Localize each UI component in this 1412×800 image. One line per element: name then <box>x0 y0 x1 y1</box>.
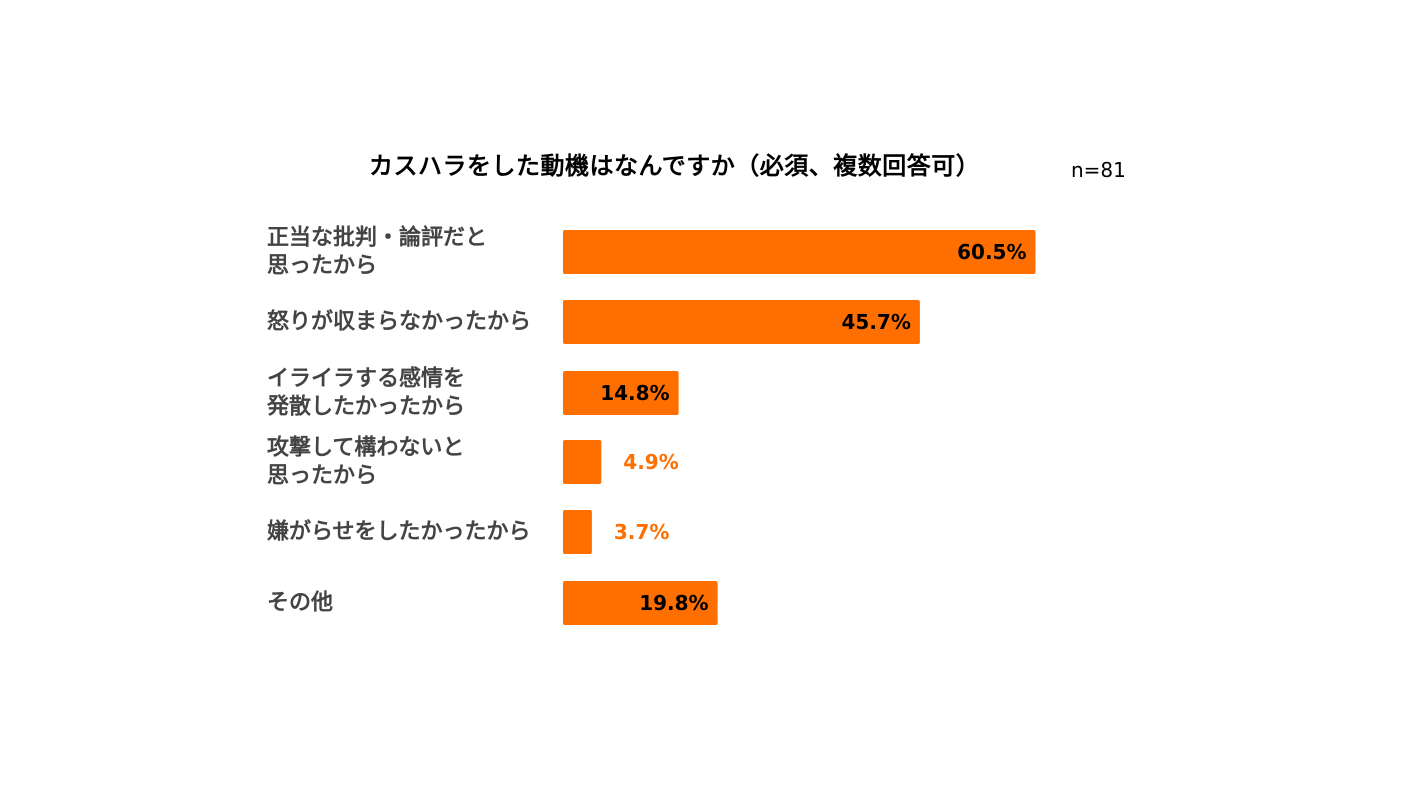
bar-3 <box>563 440 602 484</box>
category-label-0-line-0: 正当な批判・論評だと <box>267 225 487 251</box>
category-label-2-line-0: イライラする感情を <box>267 366 465 392</box>
bar-5 <box>563 581 718 625</box>
category-label-3: 攻撃して構わないと思ったから <box>267 435 464 489</box>
category-label-5: その他 <box>267 591 333 616</box>
value-label-4: 3.7% <box>614 520 669 544</box>
category-label-1: 怒りが収まらなかったから <box>267 309 531 335</box>
value-label-1: 45.7% <box>842 310 911 334</box>
bar-4 <box>563 510 592 554</box>
category-label-4: 嫌がらせをしたかったから <box>267 519 531 545</box>
category-label-3-line-1: 思ったから <box>267 464 377 489</box>
value-label-0: 60.5% <box>957 240 1026 264</box>
category-label-5-line-0: その他 <box>267 591 333 616</box>
value-label-2: 14.8% <box>600 381 669 405</box>
category-label-4-line-0: 嫌がらせをしたかったから <box>267 519 531 545</box>
bar-1 <box>563 300 920 344</box>
category-label-0-line-1: 思ったから <box>267 254 377 279</box>
category-label-2: イライラする感情を発散したかったから <box>266 366 465 420</box>
bar-0 <box>563 230 1036 274</box>
category-label-0: 正当な批判・論評だと思ったから <box>267 225 487 279</box>
value-label-3: 4.9% <box>623 450 678 474</box>
bar-2 <box>563 371 679 415</box>
category-label-3-line-0: 攻撃して構わないと <box>267 435 464 461</box>
category-label-1-line-0: 怒りが収まらなかったから <box>267 309 531 335</box>
value-label-5: 19.8% <box>639 591 708 615</box>
chart-title: カスハラをした動機はなんですか（必須、複数回答可） <box>369 152 981 180</box>
sample-size-note: n=81 <box>1071 158 1126 182</box>
category-label-2-line-1: 発散したかったから <box>266 395 465 420</box>
